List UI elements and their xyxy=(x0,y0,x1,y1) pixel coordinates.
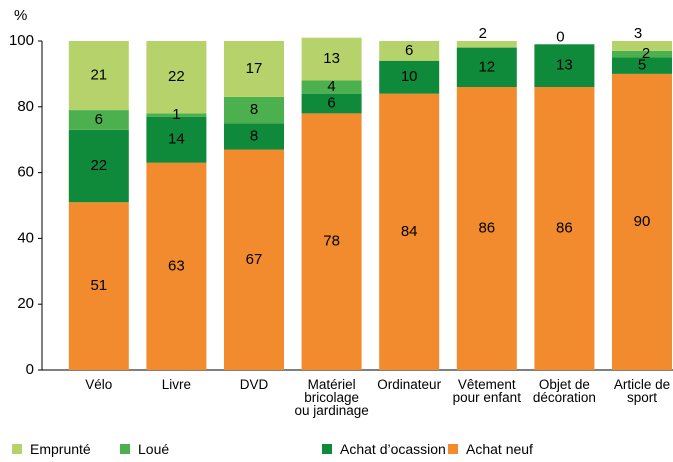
data-label: 2 xyxy=(479,25,487,42)
y-tick-label: 40 xyxy=(17,229,34,246)
bar-segment xyxy=(534,44,595,88)
bar-segment xyxy=(68,202,129,370)
data-label: 1 xyxy=(172,106,180,123)
x-tick-label: Matériel bricolage ou jardinage xyxy=(294,377,369,418)
data-label: 22 xyxy=(90,157,107,174)
x-tick-label: DVD xyxy=(239,377,269,392)
y-axis-label: % xyxy=(14,7,27,24)
bar-segment xyxy=(379,41,440,61)
bar-segment xyxy=(68,41,129,111)
data-label: 13 xyxy=(556,57,573,74)
data-label: 4 xyxy=(327,78,335,95)
bar-segment xyxy=(146,116,207,163)
data-label: 6 xyxy=(95,111,103,128)
bar-segment xyxy=(301,37,362,81)
data-label: 86 xyxy=(478,219,495,236)
bar-segment xyxy=(224,149,284,370)
data-label: 84 xyxy=(401,223,418,240)
data-label: 5 xyxy=(638,57,646,74)
y-tick-label: 80 xyxy=(17,98,34,115)
bar-segment xyxy=(301,113,362,370)
data-label: 6 xyxy=(327,94,335,111)
data-label: 51 xyxy=(90,277,107,294)
bar-segment xyxy=(301,93,362,114)
bar-segment xyxy=(612,41,672,51)
bar-segment xyxy=(612,50,672,58)
data-label: 67 xyxy=(246,251,263,268)
legend-label: Loué xyxy=(138,441,170,457)
bar-segment xyxy=(224,96,284,124)
bar-segment xyxy=(224,123,284,150)
legend-label: Emprunté xyxy=(30,441,91,457)
bar-segment xyxy=(224,41,284,97)
bar-segment xyxy=(456,41,517,48)
legend-swatch xyxy=(12,444,22,454)
bar-segment xyxy=(68,129,129,203)
legend-swatch xyxy=(120,444,130,454)
data-label: 13 xyxy=(323,50,340,67)
data-label: 0 xyxy=(556,28,564,45)
bar-segment xyxy=(456,47,517,88)
data-label: 12 xyxy=(478,58,495,75)
bar-segment xyxy=(534,87,595,370)
legend-swatch xyxy=(448,444,458,454)
data-label: 2 xyxy=(642,45,650,62)
data-label: 17 xyxy=(246,60,263,77)
data-label: 8 xyxy=(250,101,258,118)
bar-segment xyxy=(379,60,440,94)
x-tick-label: Article de sport xyxy=(613,377,671,405)
bar-segment xyxy=(456,87,517,370)
data-label: 10 xyxy=(401,68,418,85)
bar-segment xyxy=(68,110,129,130)
data-label: 6 xyxy=(405,42,413,59)
data-label: 63 xyxy=(168,257,185,274)
x-tick-label: Vêtement pour enfant xyxy=(452,377,521,405)
data-label: 22 xyxy=(168,68,185,85)
y-tick-label: 20 xyxy=(17,295,34,312)
data-label: 14 xyxy=(168,131,185,148)
data-label: 3 xyxy=(634,25,642,42)
y-tick-label: 100 xyxy=(9,32,34,49)
legend-label: Achat d’ocassion xyxy=(340,441,446,457)
x-tick-label: Ordinateur xyxy=(377,377,442,392)
bar-segment xyxy=(146,162,207,370)
legend-label: Achat neuf xyxy=(466,441,533,457)
data-label: 78 xyxy=(323,233,340,250)
x-tick-label: Objet de décoration xyxy=(532,377,596,405)
bar-segment xyxy=(301,80,362,94)
legend-swatch xyxy=(322,444,332,454)
bar-segment xyxy=(146,41,207,114)
x-tick-label: Livre xyxy=(161,377,192,392)
y-tick-label: 60 xyxy=(17,164,34,181)
data-label: 8 xyxy=(250,127,258,144)
bar-segment xyxy=(379,93,440,370)
data-label: 21 xyxy=(90,67,107,84)
data-label: 90 xyxy=(634,213,651,230)
data-label: 86 xyxy=(556,219,573,236)
bar-segment xyxy=(612,57,672,74)
bar-segment xyxy=(612,73,672,371)
y-tick-label: 0 xyxy=(26,361,34,378)
bar-segment xyxy=(146,113,207,117)
x-tick-label: Vélo xyxy=(85,377,113,392)
